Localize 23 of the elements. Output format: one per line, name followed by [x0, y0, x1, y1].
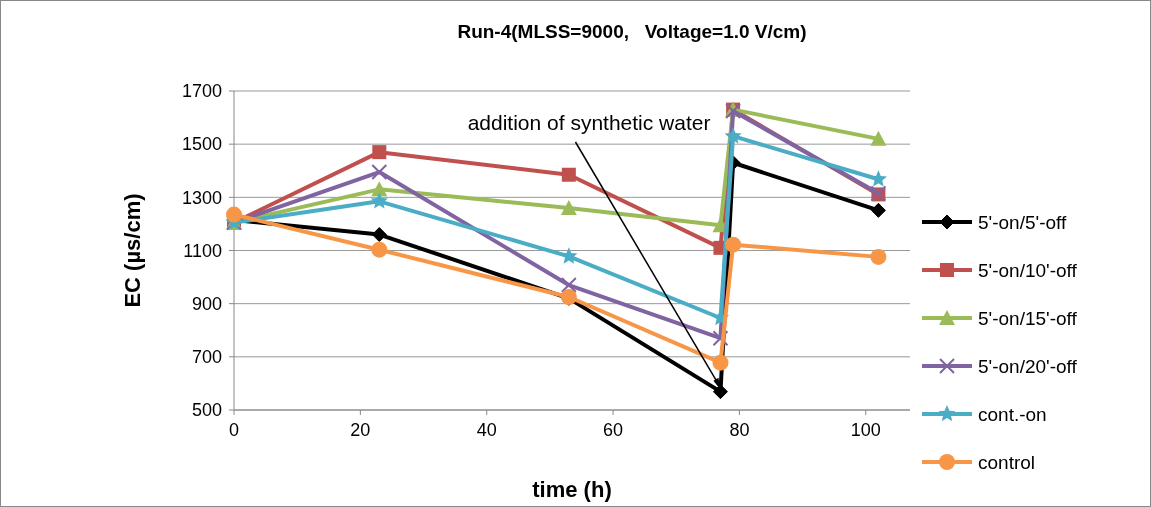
legend-label: 5'-on/20'-off	[978, 355, 1078, 377]
legend-label: 5'-on/5'-off	[978, 211, 1067, 233]
x-tick-label: 0	[228, 420, 240, 440]
y-tick-label: 1300	[181, 187, 222, 208]
legend-label: 5'-on/15'-off	[978, 307, 1078, 329]
y-tick-label: 1500	[181, 134, 222, 155]
annotation: addition of synthetic water	[467, 111, 711, 134]
chart-title: Run-4(MLSS=9000, Voltage=1.0 V/cm)	[457, 21, 807, 42]
x-tick-label: 40	[476, 420, 497, 440]
y-tick-label: 900	[191, 293, 222, 314]
y-tick-label: 1100	[183, 240, 222, 261]
x-tick-label: 100	[850, 420, 881, 440]
y-axis-title: EC (µs/cm)	[120, 193, 145, 308]
x-tick-label: 80	[729, 420, 750, 440]
x-tick-label: 20	[350, 420, 371, 440]
legend-label: 5'-on/10'-off	[978, 259, 1078, 281]
legend-label: control	[978, 451, 1036, 473]
y-tick-label: 1700	[181, 81, 222, 102]
x-tick-label: 60	[603, 420, 624, 440]
y-tick-label: 500	[191, 400, 222, 421]
legend-label: cont.-on	[978, 403, 1047, 425]
x-axis-title: time (h)	[532, 477, 612, 502]
y-tick-label: 700	[191, 347, 222, 368]
